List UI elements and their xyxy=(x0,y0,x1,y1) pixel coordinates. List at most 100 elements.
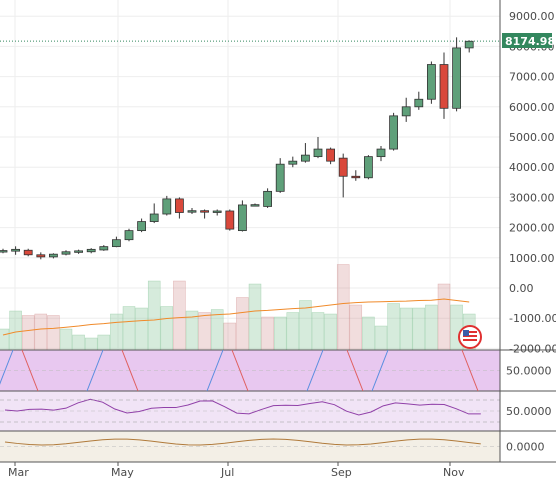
indicator-line xyxy=(306,349,324,392)
candle-body xyxy=(376,148,386,158)
volume-bar xyxy=(72,334,85,351)
price-tick-label: 0.00 xyxy=(509,282,534,295)
indicator-pane-3 xyxy=(0,431,500,462)
volume-bar xyxy=(173,280,186,351)
indicator-tick-label: 0.0000 xyxy=(506,441,545,454)
candle-body xyxy=(49,253,58,258)
volume-bar xyxy=(122,306,136,351)
volume-bar xyxy=(399,307,413,351)
volume-bar xyxy=(147,280,161,351)
indicator-line xyxy=(461,349,479,392)
candle-body xyxy=(149,213,159,222)
indicator-line xyxy=(0,349,14,385)
candle-body xyxy=(363,156,373,179)
last-price-label: 8174.98 xyxy=(505,35,555,48)
volume-bar xyxy=(286,312,300,351)
volume-bar xyxy=(84,337,98,351)
candle-body xyxy=(351,175,361,179)
candle-body xyxy=(452,47,462,109)
volume-bar xyxy=(97,334,111,351)
candle-body xyxy=(200,210,210,213)
candle-body xyxy=(300,154,310,162)
candle-body xyxy=(326,148,336,162)
volume-bar xyxy=(59,328,73,351)
candle-body xyxy=(389,115,399,150)
candle-body xyxy=(99,246,109,251)
time-tick-label: May xyxy=(111,466,134,479)
candle-body xyxy=(0,250,8,253)
volume-bar xyxy=(47,315,60,351)
volume-bar xyxy=(236,297,249,351)
volume-ma-line xyxy=(2,298,470,336)
candle-body xyxy=(162,198,172,215)
oscillator-line xyxy=(4,398,481,416)
volume-bar xyxy=(135,307,148,351)
price-tick-label: 7000.00 xyxy=(509,71,555,84)
price-tick-label: 6000.00 xyxy=(509,101,555,114)
volume-bar xyxy=(198,312,211,351)
volume-bar xyxy=(261,316,274,351)
volume-bar xyxy=(412,307,426,351)
volume-bar xyxy=(425,304,438,351)
candle-body xyxy=(275,163,285,192)
indicator-line xyxy=(4,438,481,446)
time-tick-label: Jul xyxy=(220,466,234,479)
candle-body xyxy=(288,160,298,165)
volume-bar xyxy=(21,315,35,351)
time-tick-label: Nov xyxy=(443,466,465,479)
candle-body xyxy=(23,249,33,256)
volume-bar xyxy=(324,313,337,351)
candle-body xyxy=(439,64,449,109)
indicator-tick-label: 50.0000 xyxy=(506,365,552,378)
volume-bar xyxy=(387,303,400,351)
candle-body xyxy=(212,210,222,213)
candle-body xyxy=(174,198,184,213)
candle-body xyxy=(36,254,46,258)
indicator-line xyxy=(346,349,364,392)
volume-bar xyxy=(273,316,287,351)
last-price-marker: 8174.98 xyxy=(502,33,555,48)
volume-bar xyxy=(349,304,363,351)
indicator-line xyxy=(21,349,39,392)
candle-body xyxy=(61,251,71,255)
candle-body xyxy=(250,204,260,207)
candle-body xyxy=(464,40,474,49)
volume-moving-average xyxy=(2,298,470,336)
candle-body xyxy=(124,230,134,241)
price-tick-label: -2000.00 xyxy=(509,342,556,355)
time-axis[interactable]: Mar May Jul Sep Nov xyxy=(0,461,556,479)
indicator-line xyxy=(371,349,389,392)
volume-bar xyxy=(362,316,375,351)
candle-body xyxy=(86,248,96,253)
indicator-line xyxy=(121,349,139,392)
volume-bar xyxy=(248,283,262,351)
flag-logo-icon[interactable] xyxy=(458,325,482,349)
price-tick-label: 1000.00 xyxy=(509,252,555,265)
last-price-badge xyxy=(502,33,552,48)
time-tick-label: Sep xyxy=(331,466,352,479)
candle-body xyxy=(225,210,235,230)
candle-body xyxy=(187,210,197,213)
candlestick-series xyxy=(0,37,474,260)
candle-body xyxy=(414,98,424,108)
price-axis: 9000.008000.007000.006000.005000.004000.… xyxy=(499,0,556,462)
indicator-panes: 50.0000 50.0000 0.0000 xyxy=(0,349,556,462)
volume-bars xyxy=(0,264,476,351)
candle-body xyxy=(338,157,348,177)
price-tick-label: 4000.00 xyxy=(509,161,555,174)
candle-body xyxy=(313,148,323,158)
candle-body xyxy=(426,64,436,100)
candle-body xyxy=(401,106,411,117)
volume-bar xyxy=(437,283,451,351)
candle-body xyxy=(112,239,121,248)
indicator-pane-1 xyxy=(0,350,500,391)
volume-bar xyxy=(336,264,350,351)
volume-bar xyxy=(0,328,10,351)
indicator-pane-2 xyxy=(0,391,500,431)
candle-body xyxy=(74,250,83,253)
candle-body xyxy=(137,221,147,232)
price-tick-label: 2000.00 xyxy=(509,222,555,235)
volume-bar xyxy=(110,313,123,351)
volume-bar xyxy=(160,306,174,351)
